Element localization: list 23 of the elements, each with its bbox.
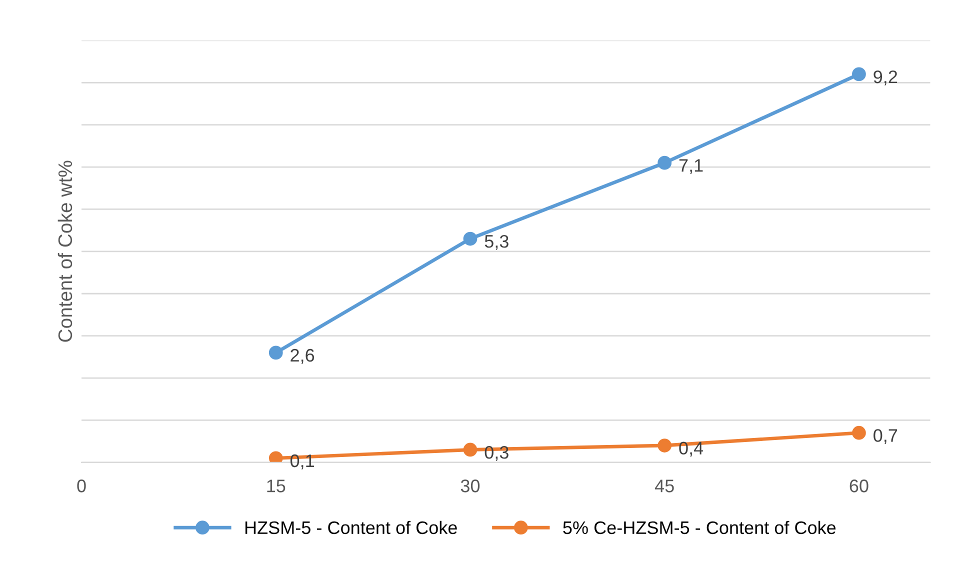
x-tick-label: 0 [77, 480, 86, 492]
point [658, 156, 672, 170]
point [268, 451, 283, 462]
point [658, 438, 672, 452]
legend-label: HZSM-5 - Content of Coke [245, 520, 457, 534]
point [268, 346, 283, 360]
data-label: 0,7 [874, 429, 898, 444]
y-axis-title: Content of Coke wt% [58, 160, 72, 342]
x-tick-label: 60 [850, 480, 868, 492]
data-label: 0,1 [290, 454, 314, 470]
x-tick-label: 30 [460, 480, 480, 492]
data-label: 7,1 [679, 159, 703, 174]
data-label: 5,3 [484, 235, 508, 250]
point [852, 67, 866, 82]
data-label: 9,2 [874, 70, 898, 86]
point [463, 232, 478, 246]
point [463, 442, 478, 457]
point [852, 426, 866, 440]
legend-label: 5% Ce-HZSM-5 - Content of Coke [563, 520, 836, 534]
data-label: 2,6 [290, 348, 314, 364]
x-tick-label: 45 [654, 480, 674, 492]
x-tick-label: 15 [267, 480, 286, 492]
data-label: 0,4 [679, 442, 704, 457]
